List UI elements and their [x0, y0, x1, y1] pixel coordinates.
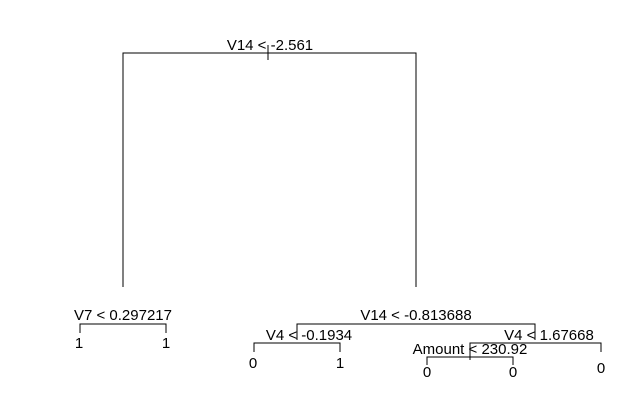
- leaf-label: 0: [509, 364, 517, 381]
- leaf-label: 1: [162, 335, 170, 352]
- edge-root: [122, 52, 417, 287]
- leaf-label: 1: [336, 355, 344, 372]
- edge-v14-second: [296, 323, 536, 340]
- split-label-root: V14 < -2.561: [227, 37, 313, 54]
- leaf-label: 0: [249, 355, 257, 372]
- leaf-label: 0: [597, 360, 605, 377]
- split-label-amount: Amount < 230.92: [413, 341, 528, 358]
- leaf-label: 0: [423, 364, 431, 381]
- split-label-v4-first: V4 < -0.1934: [266, 327, 352, 344]
- split-labels: V14 < -2.561 V7 < 0.297217 V14 < -0.8136…: [74, 37, 594, 358]
- edge-v4-second: [469, 342, 602, 360]
- edge-v4-first: [253, 342, 341, 352]
- leaf-labels: 1 1 0 1 0 0 0: [75, 335, 605, 381]
- edge-amount: [426, 356, 514, 365]
- leaf-label: 1: [75, 335, 83, 352]
- split-label-v7: V7 < 0.297217: [74, 307, 172, 324]
- split-label-v14-second: V14 < -0.813688: [360, 307, 471, 324]
- split-label-v4-second: V4 < 1.67668: [504, 327, 594, 344]
- edge-v7: [79, 323, 167, 333]
- tree-edges: [79, 45, 602, 365]
